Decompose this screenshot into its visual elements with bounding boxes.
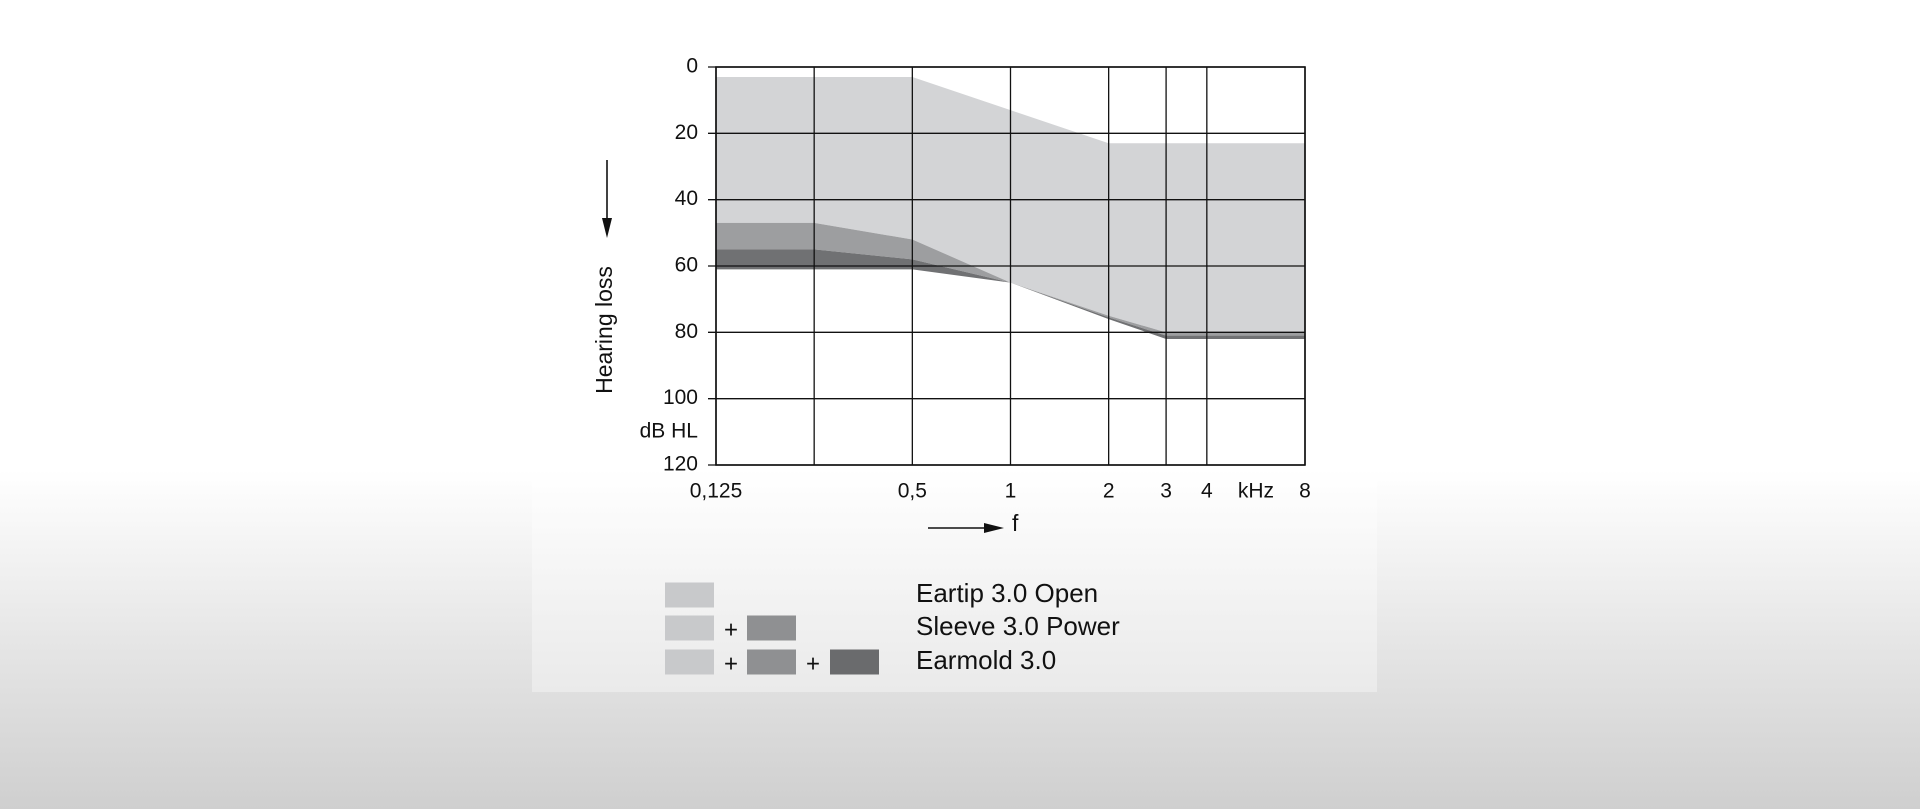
x-tick-label: 0,125 (690, 480, 743, 503)
axes: 0 20 40 60 80 100 120 0,125 0,5 1 2 3 4 8 kHz (663, 55, 1311, 503)
plot-frame (715, 66, 1306, 466)
y-tick-label: 40 (675, 187, 698, 210)
y-tick-label: 80 (675, 320, 698, 343)
legend-label: Eartip 3.0 Open (916, 578, 1098, 608)
legend-separator: + (724, 616, 738, 643)
x-tick-label: 1 (1005, 480, 1017, 503)
x-tick-label: 0,5 (898, 480, 927, 503)
range-area (716, 222, 1305, 336)
legend-swatch (747, 649, 796, 675)
y-tick-label: 0 (686, 55, 698, 78)
y-tick-label: 120 (663, 453, 698, 476)
y-tick-label: 60 (675, 254, 698, 277)
x-tick-label: 8 (1299, 480, 1311, 503)
legend-swatch (665, 649, 714, 675)
y-unit: dB HL (640, 420, 698, 443)
legend-separator: + (806, 650, 820, 677)
x-axis-label: f (1012, 510, 1019, 536)
y-arrow-head (602, 218, 612, 238)
x-tick-label: 4 (1201, 480, 1213, 503)
x-unit: kHz (1238, 480, 1274, 503)
legend-swatch (830, 649, 879, 675)
legend-label: Earmold 3.0 (916, 645, 1056, 675)
legend-swatch (665, 615, 714, 641)
x-tick-label: 3 (1160, 480, 1172, 503)
legend-label: Sleeve 3.0 Power (916, 611, 1120, 641)
legend: Eartip 3.0 Open + Sleeve 3.0 Power + + Earmol… (665, 578, 1120, 677)
x-arrow-head (984, 523, 1004, 533)
legend-separator: + (724, 650, 738, 677)
legend-swatch (665, 582, 714, 608)
y-tick-label: 20 (675, 121, 698, 144)
range-area (716, 249, 1305, 339)
y-axis-label: Hearing loss (591, 266, 617, 394)
y-tick-label: 100 (663, 386, 698, 409)
legend-swatch (747, 615, 796, 641)
x-tick-label: 2 (1103, 480, 1115, 503)
